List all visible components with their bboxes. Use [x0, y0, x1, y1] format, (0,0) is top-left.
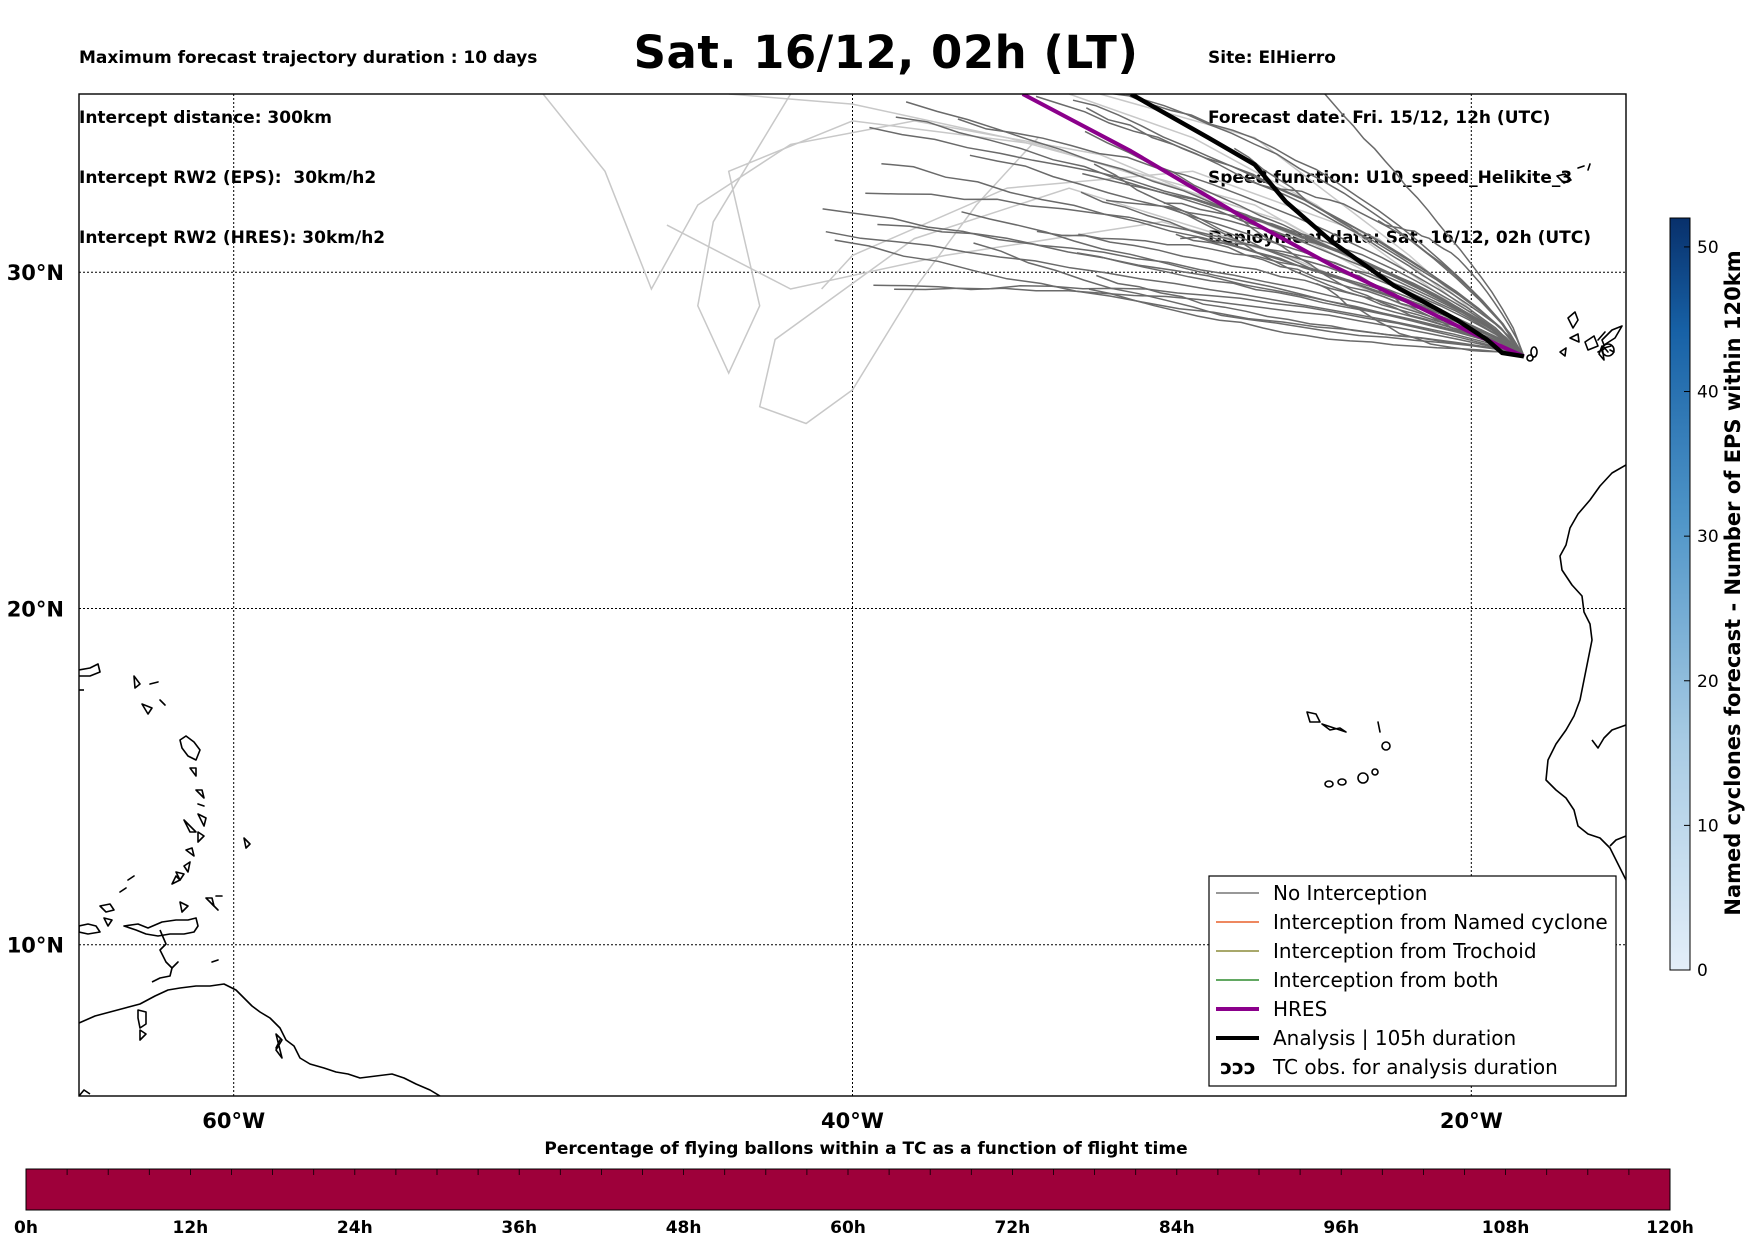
analysis-trajectory: [1129, 94, 1525, 359]
legend-label: HRES: [1273, 997, 1327, 1021]
ensemble-trajectory: [1076, 252, 1525, 357]
percentage-bar-tick-label: 0h: [14, 1218, 38, 1238]
ensemble-trajectory-light: [758, 137, 1525, 425]
ensemble-trajectory-light: [728, 94, 1525, 357]
colorbar-tick-label: 0: [1697, 961, 1708, 981]
ensemble-trajectory: [973, 242, 1525, 358]
ensemble-trajectory: [1233, 147, 1525, 357]
tc-obs-symbol: ↄↄↄ: [1220, 1055, 1256, 1079]
axis-labels: 30°N 20°N 10°N 60°W 40°W 20°W: [7, 261, 1503, 1133]
percentage-bar: Percentage of flying ballons within a TC…: [14, 1139, 1694, 1238]
ensemble-trajectory: [957, 118, 1525, 357]
percentage-bar-tick-label: 12h: [173, 1218, 209, 1238]
ensemble-trajectory-light: [1099, 94, 1525, 357]
longitude-label: 20°W: [1440, 1109, 1503, 1133]
map-frame: [78, 93, 1627, 1097]
legend-label: No Interception: [1273, 881, 1427, 905]
ensemble-trajectory: [1088, 288, 1525, 358]
header-line: Forecast date: Fri. 15/12, 12h (UTC): [1208, 108, 1551, 128]
longitude-label: 60°W: [202, 1109, 265, 1133]
legend-label: Interception from both: [1273, 968, 1499, 992]
percentage-bar-tick-label: 96h: [1323, 1218, 1359, 1238]
map-title: Sat. 16/12, 02h (LT): [633, 26, 1139, 79]
percentage-bar-tick-label: 60h: [830, 1218, 866, 1238]
legend-label: Interception from Named cyclone: [1273, 910, 1608, 934]
colorbar-label: Named cyclones forecast - Number of EPS …: [1721, 250, 1745, 915]
coastlines: [79, 163, 1626, 1096]
colorbar-tick-label: 20: [1697, 672, 1719, 692]
percentage-bar-title: Percentage of flying ballons within a TC…: [544, 1139, 1187, 1159]
ensemble-trajectory: [1246, 178, 1525, 357]
ensemble-trajectory: [1180, 236, 1525, 357]
percentage-bar-tick-label: 72h: [995, 1218, 1031, 1238]
percentage-bar-tick-label: 120h: [1646, 1218, 1694, 1238]
latitude-label: 20°N: [7, 597, 64, 621]
header-left-info: Maximum forecast trajectory duration : 1…: [79, 8, 537, 268]
legend-label: TC obs. for analysis duration: [1272, 1055, 1558, 1079]
ensemble-trajectory: [825, 230, 1525, 358]
ensemble-trajectory: [1108, 94, 1525, 357]
ensemble-trajectory: [905, 101, 1525, 357]
colorbar-tick-label: 30: [1697, 527, 1719, 547]
map-legend: No Interception Interception from Named c…: [1208, 875, 1617, 1087]
ensemble-trajectory: [869, 126, 1525, 357]
legend-label: Interception from Trochoid: [1273, 939, 1537, 963]
longitude-label: 40°W: [821, 1109, 884, 1133]
trajectory-plot: [542, 94, 1525, 425]
header-line: Site: ElHierro: [1208, 48, 1336, 68]
cyclone-colorbar: Named cyclones forecast - Number of EPS …: [1669, 217, 1745, 981]
percentage-bar-tick-label: 24h: [337, 1218, 373, 1238]
latitude-label: 10°N: [7, 934, 64, 958]
ensemble-trajectory: [969, 154, 1525, 357]
header-line: Intercept RW2 (HRES): 30km/h2: [79, 228, 386, 248]
ensemble-trajectory: [877, 223, 1525, 357]
ensemble-trajectory-light: [1068, 94, 1525, 357]
percentage-bar-tick-label: 36h: [501, 1218, 537, 1238]
ensemble-trajectory: [895, 116, 1525, 357]
ensemble-trajectory-light: [542, 94, 1525, 357]
colorbar-tick-label: 50: [1697, 238, 1719, 258]
percentage-bar-tick-label: 108h: [1482, 1218, 1530, 1238]
header-line: Maximum forecast trajectory duration : 1…: [79, 48, 538, 68]
header-line: Intercept RW2 (EPS): 30km/h2: [79, 168, 377, 188]
header-line: Intercept distance: 300km: [79, 108, 332, 128]
ensemble-trajectory: [873, 284, 1525, 358]
header-line: Deployment date: Sat. 16/12, 02h (UTC): [1208, 228, 1592, 248]
ensemble-trajectory: [1085, 107, 1525, 357]
ensemble-trajectory: [1123, 94, 1525, 357]
ensemble-trajectory-light: [697, 94, 1525, 375]
ensemble-trajectory: [1323, 94, 1525, 357]
percentage-bar-tick-label: 48h: [666, 1218, 702, 1238]
colorbar-tick-label: 40: [1697, 383, 1719, 403]
hres-trajectory: [1021, 94, 1525, 359]
colorbar-tick-label: 10: [1697, 816, 1719, 836]
legend-label: Analysis | 105h duration: [1273, 1026, 1516, 1050]
latitude-label: 30°N: [7, 261, 64, 285]
percentage-bar-tick-label: 84h: [1159, 1218, 1195, 1238]
